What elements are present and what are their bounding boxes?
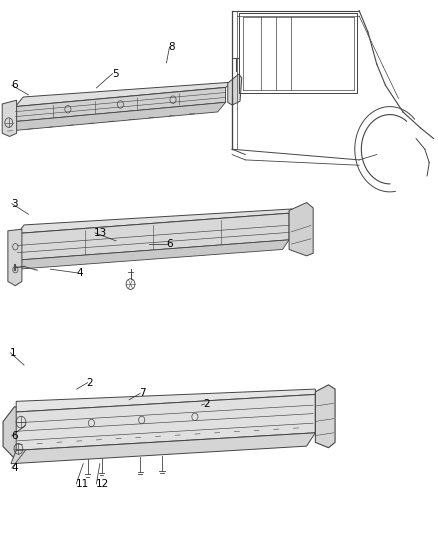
Polygon shape (15, 87, 226, 122)
Polygon shape (18, 209, 293, 233)
Polygon shape (18, 213, 289, 260)
Text: 6: 6 (11, 80, 18, 90)
Polygon shape (11, 433, 315, 464)
Polygon shape (2, 100, 17, 136)
Text: 8: 8 (169, 42, 175, 52)
Polygon shape (11, 240, 289, 270)
Text: 6: 6 (166, 239, 173, 248)
Text: 2: 2 (87, 378, 93, 387)
Text: 6: 6 (11, 431, 18, 441)
Text: 1: 1 (10, 348, 16, 358)
Text: 2: 2 (204, 399, 210, 409)
Text: 4: 4 (77, 268, 83, 278)
Text: 7: 7 (139, 389, 146, 398)
Text: 12: 12 (95, 479, 109, 489)
Text: 4: 4 (11, 463, 18, 473)
Polygon shape (7, 102, 226, 131)
Polygon shape (228, 74, 242, 105)
Polygon shape (16, 389, 315, 412)
Polygon shape (289, 203, 313, 256)
Polygon shape (16, 394, 315, 450)
Polygon shape (315, 385, 335, 448)
Text: 11: 11 (75, 479, 88, 489)
Polygon shape (15, 82, 233, 107)
Text: 3: 3 (11, 199, 18, 208)
Text: 13: 13 (94, 228, 107, 238)
Text: 5: 5 (112, 69, 118, 78)
Polygon shape (3, 407, 18, 458)
Polygon shape (8, 229, 22, 286)
